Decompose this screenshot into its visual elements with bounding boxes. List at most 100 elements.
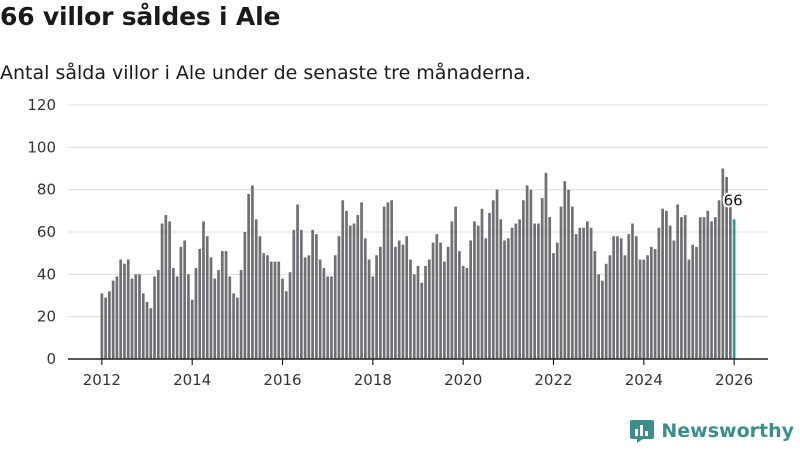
bar xyxy=(330,276,333,359)
bar xyxy=(187,274,190,359)
bar xyxy=(604,263,608,359)
bar xyxy=(111,280,115,359)
bar xyxy=(311,229,314,359)
bar xyxy=(649,246,653,359)
bar xyxy=(661,208,664,359)
bar xyxy=(683,215,687,359)
bar xyxy=(299,229,303,359)
bar xyxy=(405,236,409,359)
bar xyxy=(345,210,348,359)
bar xyxy=(322,267,326,359)
bar xyxy=(281,278,284,359)
bar xyxy=(251,185,254,359)
y-tick-label: 120 xyxy=(27,96,56,114)
bar xyxy=(375,255,378,359)
bar xyxy=(175,276,179,359)
newsworthy-logo-icon xyxy=(630,420,655,443)
bar xyxy=(156,270,160,359)
bar xyxy=(247,193,250,359)
bar xyxy=(439,242,442,359)
bar xyxy=(145,301,149,359)
bar xyxy=(273,261,277,359)
bar xyxy=(653,248,657,359)
bar xyxy=(277,261,281,359)
bar xyxy=(382,206,386,359)
bar xyxy=(284,291,288,359)
bar xyxy=(642,259,646,359)
bar xyxy=(424,265,427,359)
bar xyxy=(574,234,578,359)
bar xyxy=(220,251,224,359)
bar xyxy=(337,236,341,359)
bar xyxy=(138,274,141,359)
bar xyxy=(469,240,473,359)
bar xyxy=(390,200,394,359)
bar xyxy=(141,293,145,359)
bar xyxy=(205,236,209,359)
bar xyxy=(412,274,416,359)
bar xyxy=(713,217,717,359)
x-tick-label: 2018 xyxy=(354,371,392,389)
bar xyxy=(288,272,292,359)
bar xyxy=(525,185,529,359)
bar xyxy=(529,189,533,359)
bar xyxy=(578,227,582,359)
bar xyxy=(454,206,457,359)
data-label-latest: 66 xyxy=(724,191,743,209)
bar xyxy=(702,217,706,359)
x-tick-label: 2020 xyxy=(444,371,482,389)
bar xyxy=(616,236,619,359)
bar xyxy=(172,267,175,359)
bar xyxy=(676,204,680,359)
y-tick-label: 40 xyxy=(37,265,56,283)
bar xyxy=(363,238,367,359)
bar xyxy=(341,200,345,359)
bar-latest xyxy=(732,219,736,359)
bar xyxy=(266,255,269,359)
y-tick-label: 20 xyxy=(37,308,56,326)
bar xyxy=(589,227,593,359)
bar xyxy=(401,244,405,359)
bar xyxy=(209,257,213,359)
bar xyxy=(352,223,356,359)
bar xyxy=(725,176,728,359)
bar xyxy=(537,223,540,359)
bar xyxy=(540,198,544,359)
bar xyxy=(601,280,604,359)
bar xyxy=(582,227,585,359)
bar xyxy=(510,227,514,359)
bar xyxy=(544,172,548,359)
bar xyxy=(631,223,634,359)
bar xyxy=(108,291,111,359)
bar xyxy=(499,219,503,359)
bar xyxy=(243,232,247,359)
bar xyxy=(153,276,156,359)
bar xyxy=(217,270,220,359)
bar xyxy=(258,236,262,359)
bar xyxy=(198,248,202,359)
bar xyxy=(480,208,484,359)
bar xyxy=(638,259,642,359)
bar xyxy=(567,189,570,359)
y-tick-label: 80 xyxy=(37,181,56,199)
bar xyxy=(570,206,574,359)
bar xyxy=(409,259,412,359)
bar xyxy=(627,234,631,359)
bar xyxy=(533,223,537,359)
bar xyxy=(224,251,228,359)
bar xyxy=(367,259,371,359)
bar xyxy=(698,217,702,359)
bar xyxy=(427,259,431,359)
bar xyxy=(269,261,273,359)
brand-logo: Newsworthy xyxy=(629,418,794,444)
bar xyxy=(262,253,266,359)
bar xyxy=(236,297,239,359)
bar xyxy=(473,221,476,359)
bar xyxy=(123,263,126,359)
bar xyxy=(356,215,360,359)
bar xyxy=(292,229,296,359)
bar xyxy=(303,257,307,359)
y-tick-label: 100 xyxy=(27,138,56,156)
bar xyxy=(695,246,698,359)
bar xyxy=(646,255,649,359)
